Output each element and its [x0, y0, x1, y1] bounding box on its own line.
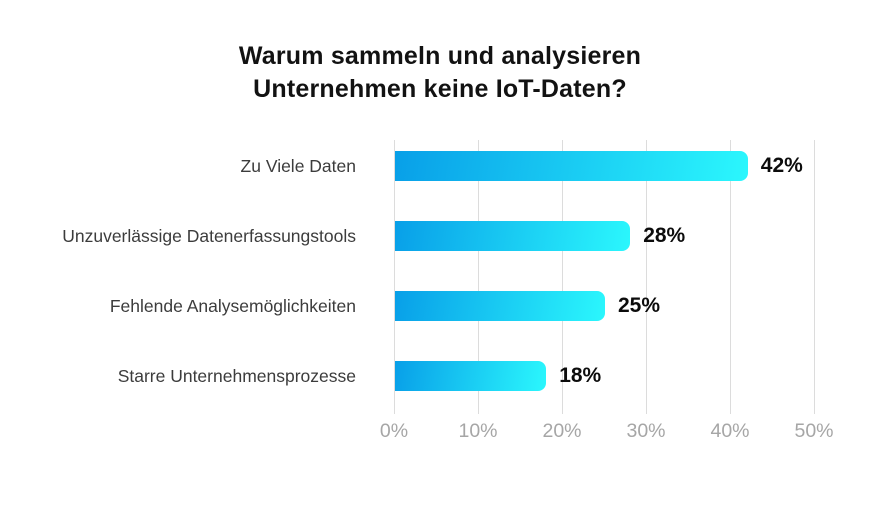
gridline-50% — [814, 140, 815, 414]
value-label: 18% — [559, 364, 602, 387]
bar — [395, 291, 605, 321]
x-axis-tick-label: 20% — [542, 420, 582, 442]
category-label: Unzuverlässige Datenerfassungstools — [62, 225, 356, 246]
chart-title-line2: Unternehmen keine IoT-Daten? — [253, 75, 627, 103]
value-label: 25% — [618, 294, 661, 317]
chart-title-line1: Warum sammeln und analysieren — [238, 42, 642, 70]
bar — [395, 221, 631, 251]
x-axis-tick-label: 0% — [379, 420, 409, 442]
value-label: 42% — [760, 154, 803, 177]
value-label: 28% — [643, 224, 686, 247]
x-axis-tick-label: 30% — [626, 420, 666, 442]
category-label: Fehlende Analysemöglichkeiten — [109, 295, 356, 316]
x-axis-tick-label: 10% — [458, 420, 498, 442]
gridline-0% — [394, 140, 395, 414]
bar — [395, 361, 547, 391]
chart-title: Warum sammeln und analysieren Unternehme… — [0, 40, 880, 106]
x-axis-tick-label: 50% — [794, 420, 834, 442]
bar — [395, 151, 748, 181]
gridline-40% — [730, 140, 731, 414]
category-label: Zu Viele Daten — [240, 155, 356, 176]
category-label: Starre Unternehmensprozesse — [117, 365, 356, 386]
x-axis-tick-label: 40% — [710, 420, 750, 442]
gridline-10% — [478, 140, 479, 414]
gridline-30% — [646, 140, 647, 414]
gridline-20% — [562, 140, 563, 414]
